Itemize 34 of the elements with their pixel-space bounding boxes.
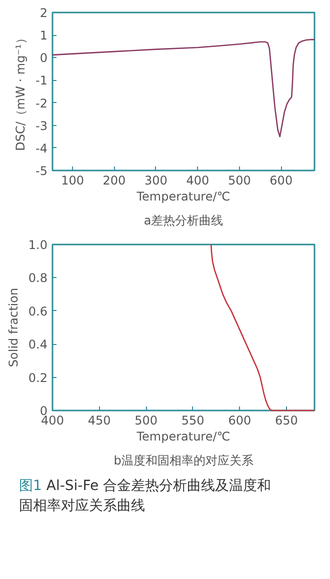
- x-tick-label: 600: [228, 414, 252, 428]
- x-tick-label: 450: [88, 414, 111, 428]
- text: b温度和固相率的对应关系: [114, 454, 254, 468]
- y-tick-label: 0.4: [28, 338, 48, 352]
- x-tick-label: 100: [61, 174, 84, 188]
- y-tick-label: 1: [40, 28, 48, 43]
- y-tick-label: -5: [36, 164, 48, 178]
- caption: 图1 Al-Si-Fe 合金差热分析曲线及温度和固相率对应关系曲线: [18, 477, 272, 516]
- x-axis-title: Temperature/℃: [136, 190, 230, 204]
- y-tick-label: -1: [36, 74, 48, 88]
- x-tick-label: 550: [181, 414, 204, 428]
- y-tick-label: 2: [40, 6, 48, 20]
- x-tick-label: 600: [270, 174, 293, 188]
- y-tick-label: 0.8: [28, 271, 48, 286]
- line-series: [52, 38, 316, 138]
- y-tick-label: 0.2: [28, 370, 48, 385]
- y-axis-title: DSC/（mW · mg⁻¹）: [14, 32, 28, 151]
- x-tick-label: 500: [134, 414, 158, 428]
- y-tick-label: 0: [40, 51, 48, 66]
- y-axis-title: Solid fraction: [6, 288, 20, 368]
- x-tick-label: 200: [102, 174, 126, 188]
- line-series: [210, 244, 316, 412]
- x-tick-label: 400: [186, 174, 210, 188]
- y-tick-label: -3: [36, 118, 48, 133]
- x-tick-label: 400: [41, 414, 64, 428]
- y-tick-label: 0.6: [28, 304, 48, 318]
- text: a差热分析曲线: [144, 214, 224, 228]
- x-axis-title: Temperature/℃: [136, 430, 230, 444]
- y-tick-label: 1.0: [28, 238, 48, 252]
- y-tick-label: -2: [36, 96, 48, 110]
- x-tick-label: 500: [228, 174, 251, 188]
- y-tick-label: -4: [36, 141, 48, 156]
- x-tick-label: 650: [274, 414, 298, 428]
- x-tick-label: 300: [144, 174, 168, 188]
